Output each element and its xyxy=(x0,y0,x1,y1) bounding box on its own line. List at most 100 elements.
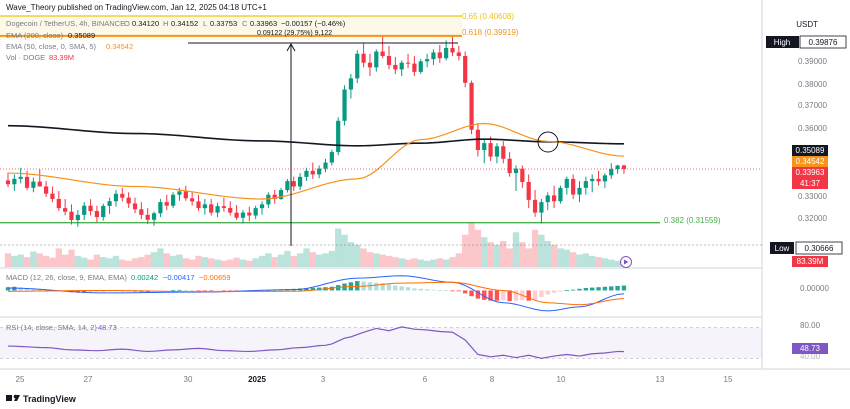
tradingview-logo-text: TradingView xyxy=(23,394,77,404)
time-label-6: 6 xyxy=(423,375,428,384)
candle-body xyxy=(571,178,576,195)
candle-body xyxy=(418,61,423,72)
macd-histogram-bar xyxy=(215,290,220,292)
candle-body xyxy=(202,204,207,209)
candle-body xyxy=(50,193,55,199)
candle-body xyxy=(456,52,461,57)
volume-bar xyxy=(379,254,386,267)
candle-body xyxy=(183,191,188,199)
volume-bar xyxy=(74,255,82,267)
volume-bar xyxy=(525,248,532,267)
macd-histogram-bar xyxy=(31,288,36,291)
candle-body xyxy=(253,208,258,216)
volume-bar xyxy=(138,257,145,267)
macd-line xyxy=(7,275,625,312)
candle-body xyxy=(285,181,290,191)
volume-bar xyxy=(436,258,443,267)
macd-value-1: 0.00242 xyxy=(131,273,158,282)
legend-ema50-label[interactable]: EMA (50, close, 0, SMA, 5) xyxy=(6,42,97,51)
volume-bar xyxy=(315,254,323,267)
candlesticks[interactable] xyxy=(5,36,627,227)
candle-body xyxy=(380,51,385,57)
candle-body xyxy=(469,82,474,130)
time-axis[interactable]: 25 27 30 2025 3 6 8 10 13 15 xyxy=(16,375,733,384)
candle-body xyxy=(348,78,353,90)
tradingview-logo[interactable]: TradingView xyxy=(6,394,77,404)
candle-body xyxy=(278,190,284,199)
candle-body xyxy=(272,194,277,199)
volume-bar xyxy=(17,254,24,267)
time-label-3: 3 xyxy=(321,375,326,384)
volume-bar xyxy=(112,255,120,267)
candle-body xyxy=(621,165,627,170)
macd-histogram-bar xyxy=(482,290,487,300)
vol-tag: 83.39M xyxy=(797,257,824,266)
rsi-tag-bg xyxy=(792,343,828,354)
macd-label[interactable]: MACD (12, 26, close, 9, EMA, EMA) xyxy=(6,273,127,282)
legend-open-label: O xyxy=(124,19,130,28)
macd-histogram-bar xyxy=(177,289,182,291)
candle-body xyxy=(564,178,569,188)
legend-ema200-label[interactable]: EMA (200, close) xyxy=(6,31,64,40)
replay-icon[interactable] xyxy=(620,256,632,268)
macd-pane[interactable] xyxy=(5,275,627,312)
volume-bar xyxy=(163,253,170,267)
candle-body xyxy=(63,208,68,212)
macd-histogram-bar xyxy=(615,285,620,291)
candle-body xyxy=(88,205,93,212)
rsi-pane[interactable] xyxy=(0,326,762,359)
volume-bar xyxy=(233,257,240,267)
volume-bar xyxy=(227,259,234,267)
price-tag-bg xyxy=(792,167,828,178)
candle-body xyxy=(266,194,271,205)
candle-body xyxy=(234,212,239,218)
legend-symbol[interactable]: Dogecoin / TetherUS, 4h, BINANCE xyxy=(6,19,125,28)
macd-zero-tick: 0.00000 xyxy=(800,284,829,293)
macd-histogram-bar xyxy=(82,290,87,293)
candle-body xyxy=(336,120,341,153)
volume-bar xyxy=(614,260,621,267)
volume-bar xyxy=(462,234,469,267)
macd-histogram-bar xyxy=(374,282,379,291)
price-tag: 0.33963 xyxy=(796,168,825,177)
time-label-30: 30 xyxy=(184,375,193,384)
candle-body xyxy=(126,197,131,204)
volume-bar xyxy=(169,255,177,267)
rsi-40-tick: 40.00 xyxy=(800,352,821,361)
time-label-27: 27 xyxy=(84,375,93,384)
candle-body xyxy=(545,195,550,203)
volume-bar xyxy=(373,253,380,267)
macd-histogram-bar xyxy=(24,288,30,291)
macd-histogram-bar xyxy=(399,286,404,291)
legend-close: 0.33963 xyxy=(250,19,277,28)
candle-body xyxy=(120,193,125,198)
legend-vol-label[interactable]: Vol · DOGE xyxy=(6,53,45,62)
candle-body xyxy=(323,162,328,169)
candle-body xyxy=(12,178,17,185)
volume-bar xyxy=(442,259,450,267)
volume-bar xyxy=(303,248,310,267)
candle-body xyxy=(31,181,36,188)
candle-body xyxy=(412,63,417,72)
circle-annotation[interactable] xyxy=(537,131,559,153)
volume-bar xyxy=(347,242,355,267)
measure-tool[interactable]: 0.09122 (29.75%) 9,122 xyxy=(188,30,458,246)
candle-body xyxy=(463,56,468,83)
high-tag-label: High xyxy=(774,38,790,47)
candle-body xyxy=(145,214,150,220)
candle-body xyxy=(361,53,366,63)
volume-bar xyxy=(500,240,507,267)
fib-0382-label: 0.382 (0.31559) xyxy=(664,216,721,225)
price-axis[interactable]: USDT High 0.39876 0.39000 0.38000 0.3700… xyxy=(766,20,847,361)
macd-histogram-bar xyxy=(170,290,176,292)
rsi-label[interactable]: RSI (14, close, SMA, 14, 2) xyxy=(6,323,97,332)
volume-bar xyxy=(220,260,228,267)
volume-bar xyxy=(544,240,551,267)
ema200-tag: 0.35089 xyxy=(796,146,825,155)
candle-body xyxy=(583,181,588,188)
ema50-tag-bg xyxy=(792,156,828,167)
candle-body xyxy=(215,206,220,213)
volume-bar xyxy=(4,253,12,267)
macd-histogram-bar xyxy=(393,285,398,291)
